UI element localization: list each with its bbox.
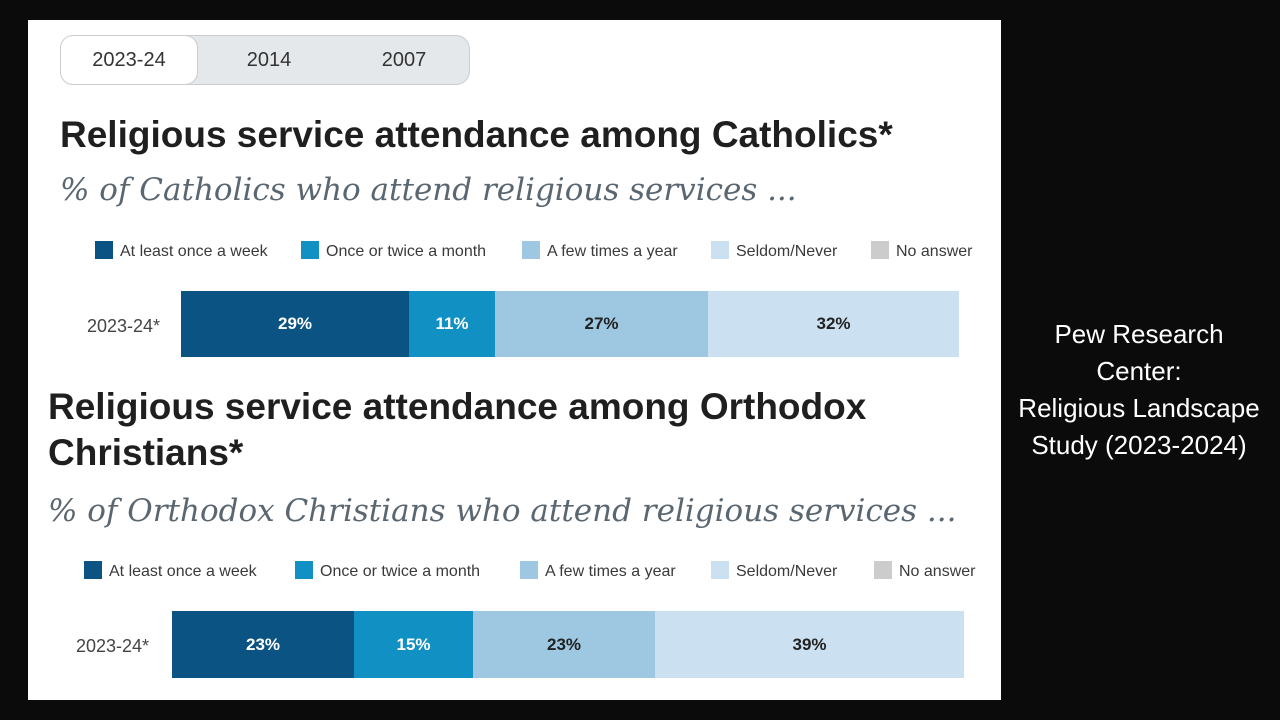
legend-item-no-answer: No answer xyxy=(874,561,975,582)
legend-item-yearly: A few times a year xyxy=(522,241,678,262)
legend-item-monthly: Once or twice a month xyxy=(301,241,486,262)
stacked-bar-catholics: 29% 11% 27% 32% xyxy=(181,291,959,357)
segment-value-label: 29% xyxy=(277,314,313,333)
segment-seldom: 32% xyxy=(708,291,959,357)
legend-item-weekly: At least once a week xyxy=(84,561,257,582)
legend-swatch xyxy=(301,241,319,259)
tab-2007[interactable]: 2007 xyxy=(381,49,427,71)
chart-subtitle: % of Orthodox Christians who attend reli… xyxy=(48,493,957,529)
segment-value-label: 39% xyxy=(792,635,827,654)
legend-item-yearly: A few times a year xyxy=(520,561,676,582)
segment-yearly: 23% xyxy=(473,611,655,678)
year-tab-bar: 2023-24 2014 2007 xyxy=(60,35,470,85)
chart-subtitle: % of Catholics who attend religious serv… xyxy=(60,172,797,208)
legend-item-monthly: Once or twice a month xyxy=(295,561,480,582)
stacked-bar-orthodox: 23% 15% 23% 39% xyxy=(172,611,964,678)
legend-item-seldom: Seldom/Never xyxy=(711,241,837,262)
catholics-chart-panel: 2023-24 2014 2007 Religious service atte… xyxy=(28,20,1001,363)
segment-value-label: 23% xyxy=(546,635,582,654)
legend-swatch xyxy=(520,561,538,579)
source-caption: Pew Research Center: Religious Landscape… xyxy=(1018,319,1260,460)
legend-item-no-answer: No answer xyxy=(871,241,972,262)
legend-swatch xyxy=(522,241,540,259)
segment-monthly: 15% xyxy=(354,611,473,678)
legend-swatch xyxy=(95,241,113,259)
segment-value-label: 32% xyxy=(816,314,851,333)
segment-value-label: 15% xyxy=(396,635,431,654)
legend-swatch xyxy=(711,241,729,259)
tab-2014[interactable]: 2014 xyxy=(246,49,292,71)
legend-item-seldom: Seldom/Never xyxy=(711,561,837,582)
segment-monthly: 11% xyxy=(409,291,495,357)
legend-swatch xyxy=(874,561,892,579)
row-label: 2023-24* xyxy=(87,316,161,336)
segment-value-label: 27% xyxy=(584,314,619,333)
legend-swatch xyxy=(711,561,729,579)
chart-title: Religious service attendance among Ortho… xyxy=(48,386,867,473)
legend-swatch xyxy=(871,241,889,259)
chart-title: Religious service attendance among Catho… xyxy=(60,114,893,155)
tab-2023-24[interactable]: 2023-24 xyxy=(60,35,198,85)
segment-weekly: 23% xyxy=(172,611,354,678)
segment-weekly: 29% xyxy=(181,291,409,357)
segment-value-label: 11% xyxy=(435,314,469,333)
legend-swatch xyxy=(295,561,313,579)
legend-item-weekly: At least once a week xyxy=(95,241,268,262)
row-label: 2023-24* xyxy=(76,636,150,656)
legend-swatch xyxy=(84,561,102,579)
segment-yearly: 27% xyxy=(495,291,708,357)
segment-seldom: 39% xyxy=(655,611,964,678)
segment-value-label: 23% xyxy=(245,635,281,654)
orthodox-chart-panel: Religious service attendance among Ortho… xyxy=(28,363,1001,700)
